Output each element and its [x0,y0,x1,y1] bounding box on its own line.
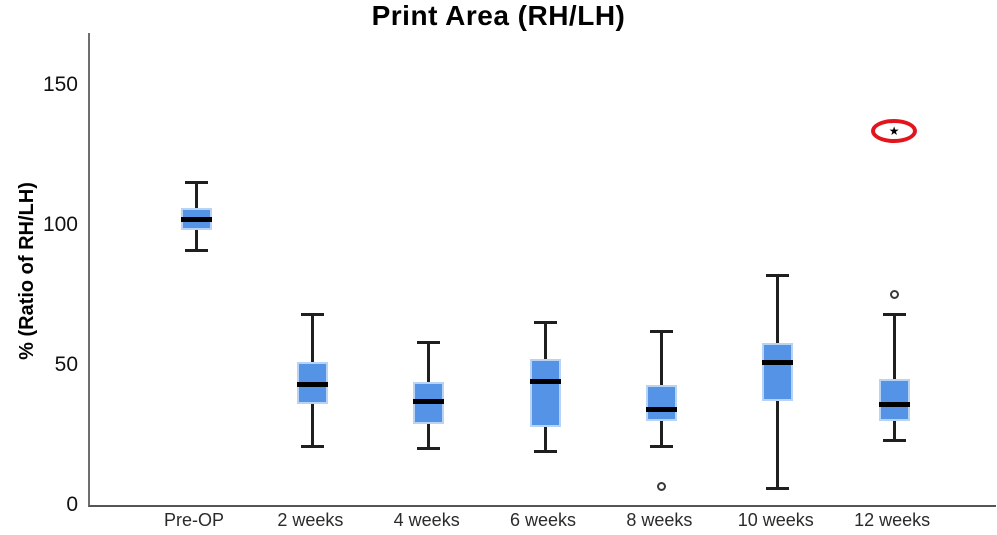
median-line [645,407,677,413]
x-tick-label: Pre-OP [163,510,224,530]
whisker-cap [766,273,790,277]
whisker-cap [882,313,906,317]
whisker-cap [184,248,208,252]
x-tick-label: 4 weeks [393,510,460,530]
outlier-annotation-ellipse [871,119,918,144]
whisker-cap [533,321,557,325]
whisker-cap [882,439,906,443]
chart-title: Print Area (RH/LH) [371,0,626,31]
outlier-circle-marker [656,482,666,492]
x-tick-label: 12 weeks [854,510,931,530]
whisker-cap [533,450,557,454]
x-tick-label: 6 weeks [510,510,577,530]
median-line [529,379,561,385]
whisker-cap [649,329,673,333]
whisker-cap [184,181,208,185]
x-tick-label: 8 weeks [626,510,693,530]
box [645,384,677,421]
y-tick-label: 150 [42,72,78,96]
whisker-cap [417,447,441,451]
box [762,342,794,402]
box [878,378,910,421]
y-tick-label: 0 [66,493,78,516]
median-line [762,359,794,365]
whisker-cap [649,444,673,448]
plot-area: ★ [88,33,996,507]
median-line [180,216,212,222]
whisker-cap [300,444,324,448]
y-tick-label: 50 [54,352,78,376]
median-line [878,401,910,407]
outlier-circle-marker [889,290,899,300]
whisker-cap [766,486,790,490]
median-line [413,398,445,404]
whisker [892,314,896,441]
whisker-cap [417,341,441,345]
median-line [296,382,328,388]
y-tick-label: 100 [42,212,78,236]
whisker-cap [300,313,324,317]
x-tick-label: 2 weeks [277,510,344,530]
box [529,359,561,427]
x-tick-label: 10 weeks [737,510,814,530]
